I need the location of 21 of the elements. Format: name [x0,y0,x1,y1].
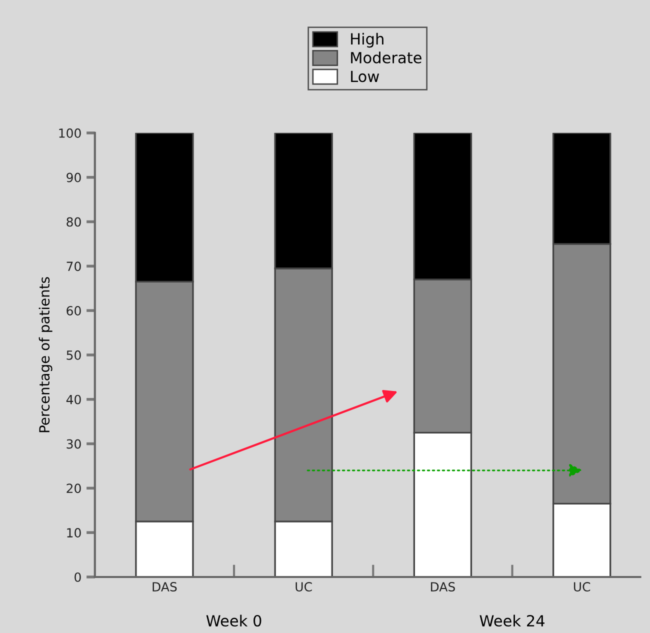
y-tick-label: 20 [66,484,81,494]
legend-label: Moderate [351,52,422,64]
y-tick-label: 0 [74,572,81,582]
y-tick-label: 50 [66,350,81,360]
y-tick-label: 60 [66,306,81,316]
legend-label: High [351,32,384,48]
x-tick-label: DAS [430,582,455,592]
x-tick-label: DAS [152,582,177,592]
y-tick-label: 40 [66,394,81,404]
text: Week 0 [206,614,262,627]
x-tick-label: UC [574,582,590,592]
y-tick-label: 80 [66,217,81,227]
y-tick-label: 30 [66,439,81,449]
legend-label: Low [351,70,380,82]
x-tick-label: UC [296,582,312,592]
y-tick-label: 10 [67,528,81,538]
y-tick-label: 70 [66,262,81,272]
text: Week 24 [480,614,544,627]
y-tick-label: 100 [59,128,81,138]
y-tick-label: 90 [66,172,81,182]
y-axis-title: Percentage of patients [38,277,52,432]
